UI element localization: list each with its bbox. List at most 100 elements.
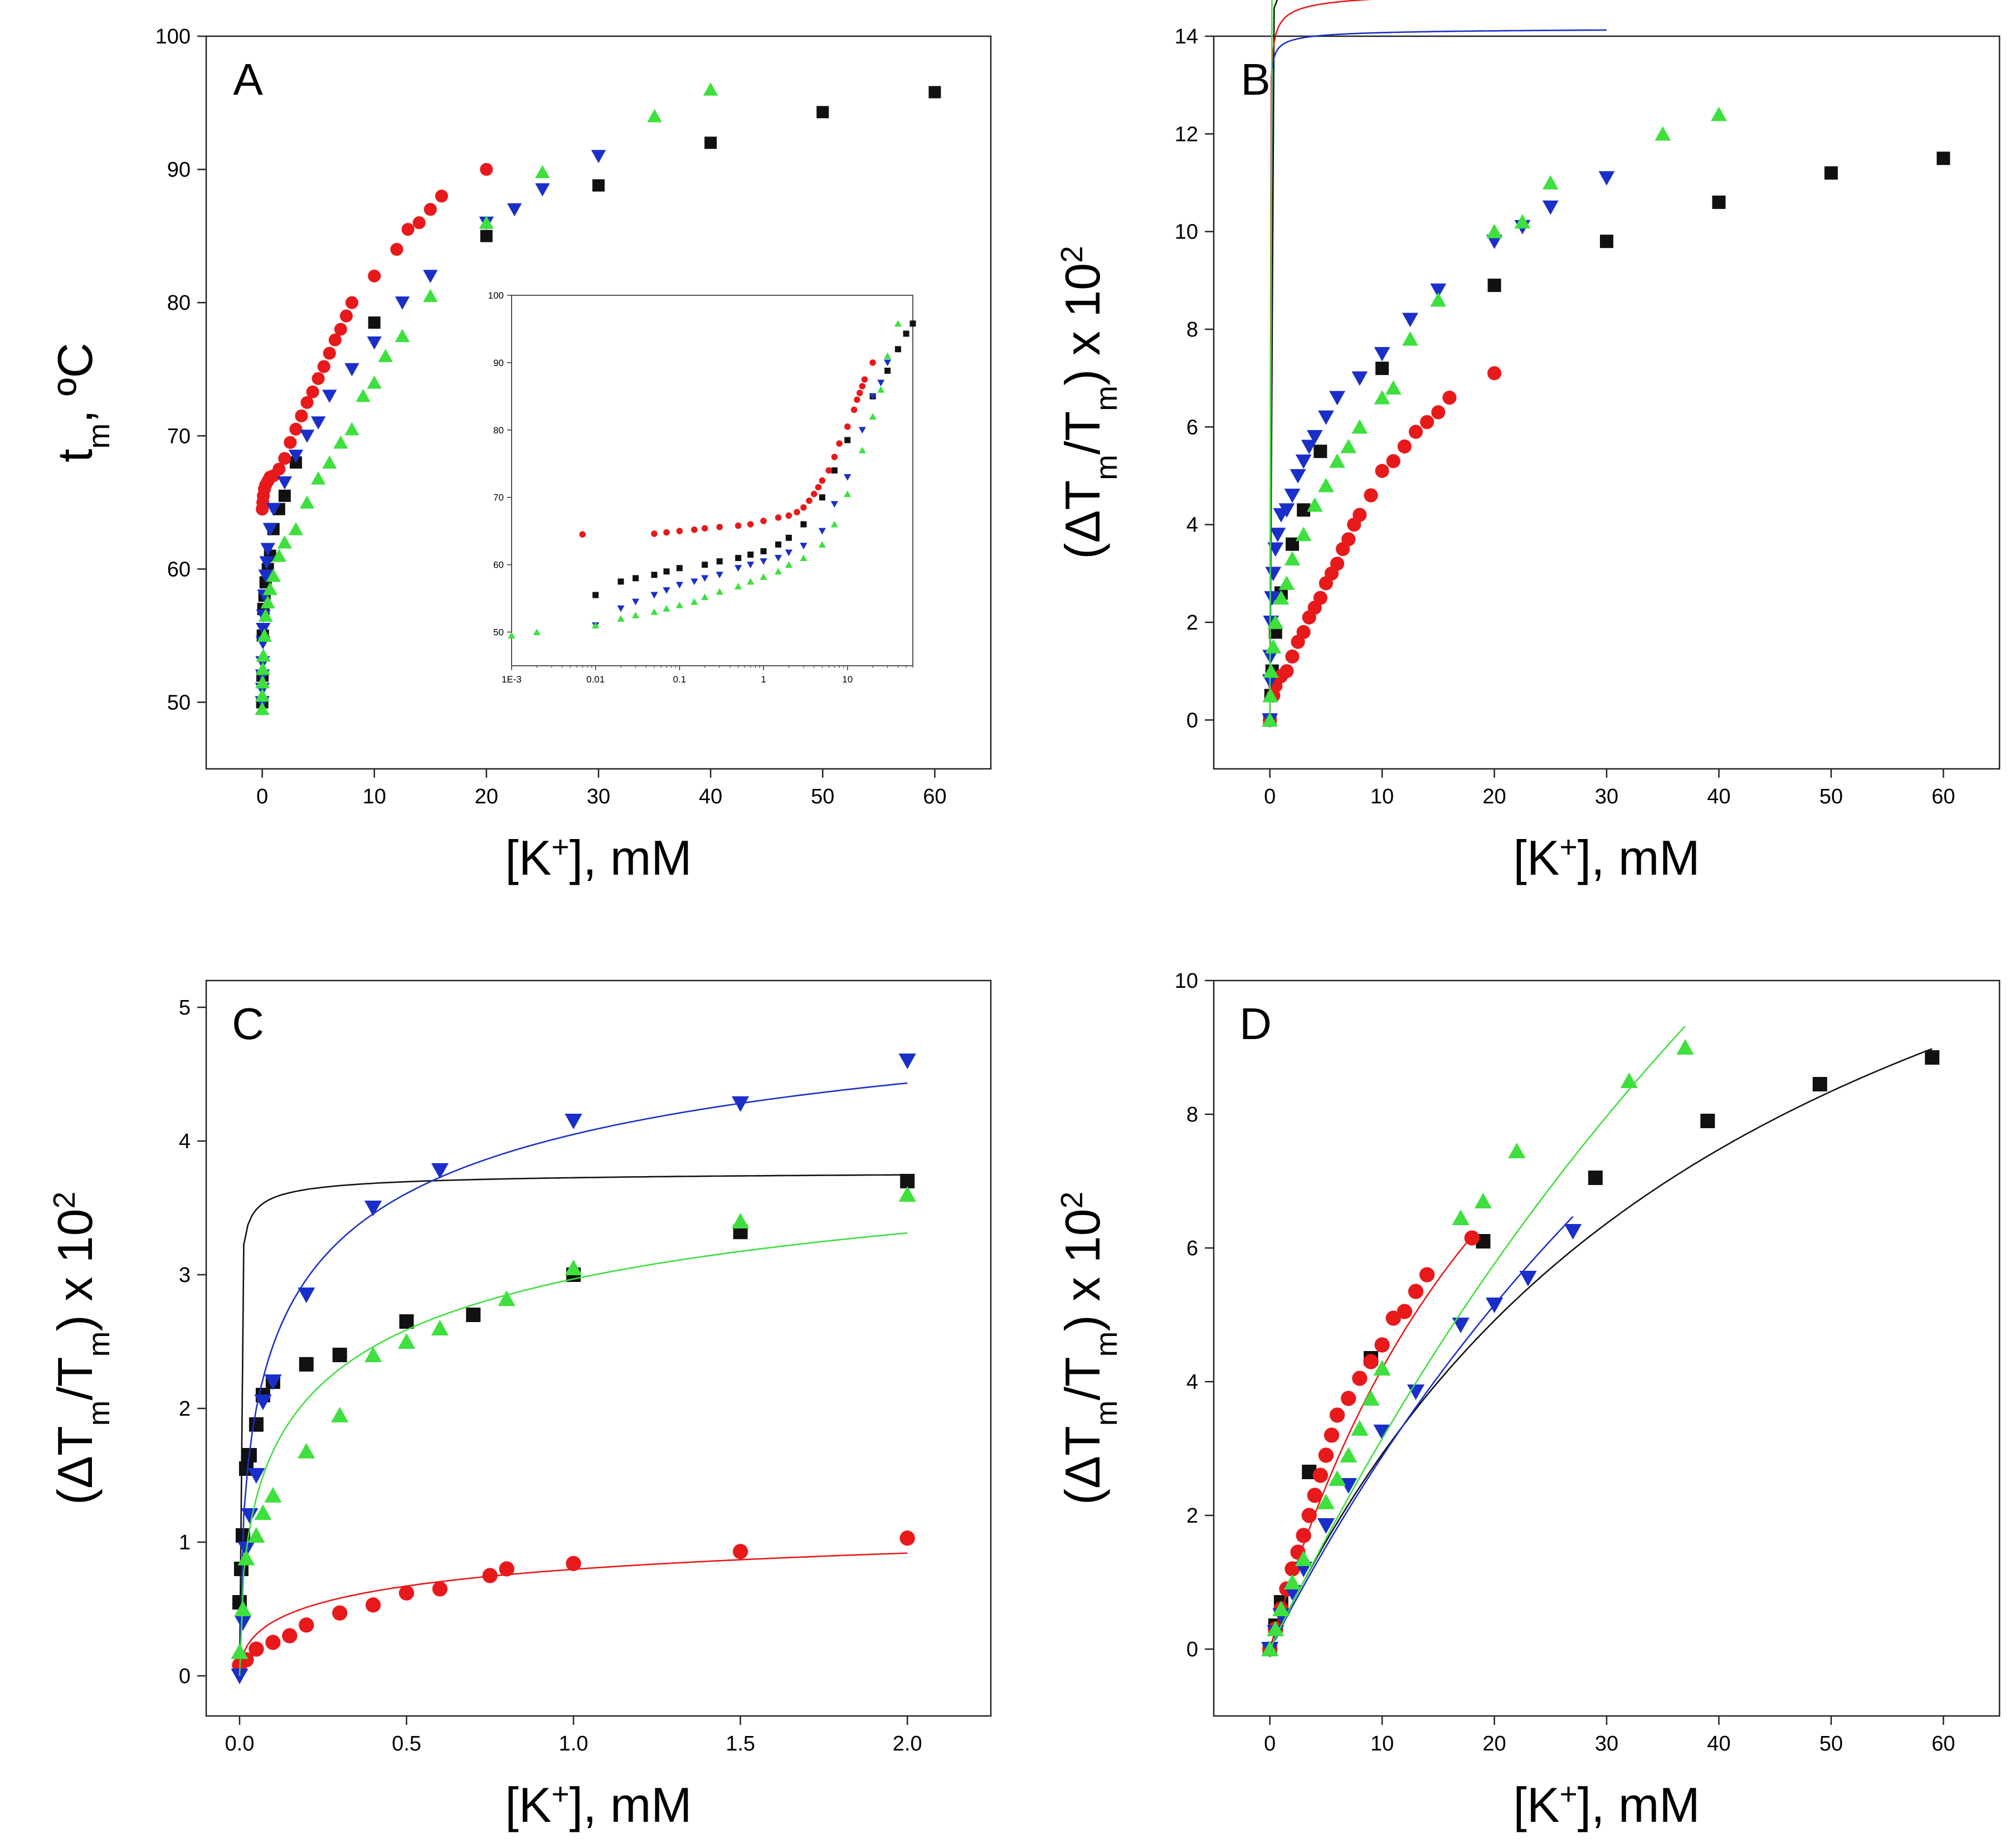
x-axis-label-part: + xyxy=(1560,1777,1578,1811)
marker-triangle-up xyxy=(1273,590,1290,605)
marker-circle xyxy=(785,512,792,519)
marker-square xyxy=(928,86,941,99)
marker-square xyxy=(676,565,683,572)
marker-circle xyxy=(806,497,813,504)
marker-triangle-up xyxy=(877,386,885,393)
marker-triangle-up xyxy=(1306,497,1323,512)
marker-triangle-down xyxy=(277,476,292,490)
y-tick-label: 70 xyxy=(167,425,191,448)
marker-triangle-up xyxy=(257,628,272,642)
marker-square xyxy=(1937,152,1950,165)
marker-triangle-down xyxy=(818,528,826,535)
marker-triangle-down xyxy=(830,501,839,508)
marker-circle xyxy=(1280,664,1294,679)
inset-y-tick-label: 60 xyxy=(493,560,504,571)
marker-triangle-up xyxy=(1430,292,1447,307)
marker-square xyxy=(909,320,916,327)
marker-circle xyxy=(424,203,437,216)
marker-triangle-down xyxy=(260,543,275,557)
y-axis-label-part: m xyxy=(81,423,116,449)
y-tick-label: 0 xyxy=(179,1665,191,1688)
marker-square xyxy=(1700,1114,1715,1128)
marker-triangle-down xyxy=(322,389,337,403)
marker-circle xyxy=(1385,1310,1401,1326)
y-axis-label: (ΔTm/Tm) x 102 xyxy=(1054,1192,1123,1505)
marker-circle xyxy=(1464,1230,1480,1246)
marker-triangle-up xyxy=(592,622,600,628)
marker-triangle-up xyxy=(1362,1390,1380,1406)
marker-triangle-up xyxy=(869,413,877,420)
y-axis-label-part: 2 xyxy=(1054,246,1089,263)
marker-square xyxy=(1588,1171,1603,1185)
marker-square xyxy=(903,330,909,337)
marker-triangle-up xyxy=(498,1290,515,1306)
y-tick-label: 10 xyxy=(1175,221,1198,244)
y-tick-label: 5 xyxy=(179,996,191,1020)
marker-triangle-up xyxy=(1295,1550,1312,1566)
marker-triangle-down xyxy=(1306,430,1323,445)
marker-circle xyxy=(1442,391,1457,405)
marker-triangle-up xyxy=(1272,1601,1290,1616)
fit-line-green xyxy=(1269,0,1273,720)
marker-triangle-down xyxy=(877,379,885,387)
marker-triangle-down xyxy=(1290,469,1306,484)
marker-triangle-up xyxy=(647,109,662,123)
marker-square xyxy=(747,552,754,558)
marker-triangle-down xyxy=(716,572,723,579)
x-axis-label-part: + xyxy=(552,830,570,864)
marker-square xyxy=(894,346,901,353)
marker-circle xyxy=(435,189,448,203)
marker-triangle-up xyxy=(690,598,698,605)
marker-circle xyxy=(1301,1508,1317,1523)
inset-x-tick-label: 1 xyxy=(761,674,766,685)
marker-triangle-up xyxy=(431,1320,449,1335)
series-green xyxy=(231,1186,916,1676)
series-black xyxy=(1263,0,1950,727)
marker-triangle-up xyxy=(1452,1210,1470,1225)
marker-triangle-up xyxy=(395,329,410,342)
marker-triangle-up xyxy=(701,593,709,601)
marker-triangle-down xyxy=(298,1288,315,1303)
marker-circle xyxy=(701,525,708,532)
y-axis-label: tm, ºC xyxy=(47,343,116,462)
marker-square xyxy=(1812,1077,1827,1091)
marker-triangle-up xyxy=(535,165,550,178)
fit-line-green xyxy=(239,1232,908,1676)
marker-square xyxy=(368,316,381,329)
marker-triangle-down xyxy=(258,569,273,583)
marker-square xyxy=(480,230,493,242)
x-tick-label: 0.0 xyxy=(225,1732,255,1756)
marker-triangle-down xyxy=(1373,1425,1391,1440)
fit-line-black xyxy=(1269,1048,1933,1650)
fit-line-green xyxy=(1269,1025,1686,1650)
marker-circle xyxy=(249,1641,264,1657)
marker-triangle-down xyxy=(1452,1318,1470,1333)
marker-square xyxy=(704,136,717,149)
inset-x-tick-label: 1E-3 xyxy=(502,674,522,685)
y-axis-label-part: ) x 10 xyxy=(1055,1208,1110,1331)
marker-triangle-down xyxy=(1301,440,1317,455)
marker-circle xyxy=(401,223,415,236)
marker-circle xyxy=(1386,454,1400,469)
marker-circle xyxy=(1487,366,1502,381)
marker-triangle-up xyxy=(264,1487,282,1503)
marker-triangle-down xyxy=(1295,454,1312,469)
y-tick-label: 8 xyxy=(1186,1103,1198,1127)
marker-circle xyxy=(1374,1337,1390,1353)
marker-triangle-down xyxy=(507,203,522,217)
marker-circle xyxy=(289,422,303,436)
marker-circle xyxy=(482,1568,498,1583)
marker-square xyxy=(249,1417,264,1432)
marker-triangle-down xyxy=(310,416,326,430)
marker-square xyxy=(1925,1050,1940,1065)
marker-triangle-down xyxy=(247,1468,265,1484)
x-tick-label: 2.0 xyxy=(893,1732,922,1756)
y-tick-label: 8 xyxy=(1186,318,1198,342)
y-axis-label-part: 2 xyxy=(1054,1192,1089,1209)
marker-square xyxy=(775,541,782,548)
marker-triangle-up xyxy=(1486,223,1502,238)
marker-triangle-down xyxy=(367,336,382,350)
marker-circle xyxy=(1307,1488,1322,1503)
panel-letter: C xyxy=(232,999,264,1049)
marker-triangle-down xyxy=(565,1114,582,1129)
